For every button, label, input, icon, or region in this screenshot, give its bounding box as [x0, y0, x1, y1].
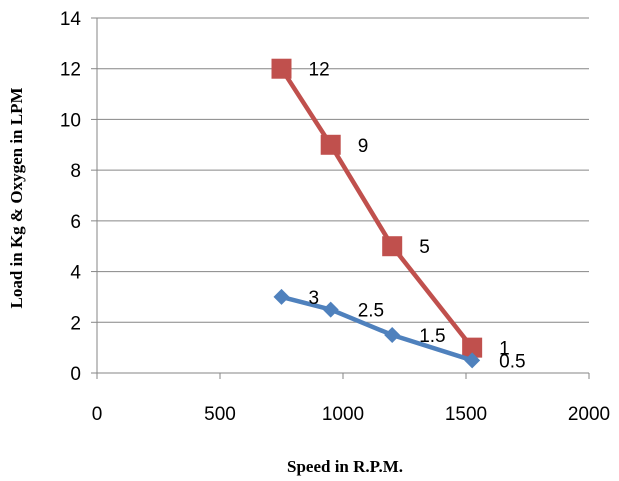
series-1-point	[322, 301, 339, 318]
x-axis-title: Speed in R.P.M.	[287, 457, 403, 476]
data-label: 1	[499, 339, 510, 360]
y-axis-title: Load in Kg & Oxygen in LPM	[7, 87, 26, 308]
y-tick-label: 2	[70, 313, 81, 334]
data-label: 12	[309, 60, 330, 81]
series-group	[271, 58, 483, 369]
series-1-point	[273, 288, 290, 305]
series-1-point	[464, 352, 481, 369]
x-tick-label: 2000	[568, 404, 610, 425]
series-0-line	[279, 66, 475, 350]
x-tick-label: 0	[92, 404, 103, 425]
data-label: 2.5	[358, 301, 384, 322]
series-0-point	[462, 337, 483, 358]
y-tick-label: 0	[70, 364, 81, 385]
y-tick-label: 12	[60, 60, 81, 81]
x-tick-label: 1000	[322, 404, 364, 425]
series-0-point	[320, 134, 341, 155]
data-label: 3	[309, 288, 320, 309]
data-label: 1.5	[419, 326, 445, 347]
series-1-line	[279, 294, 475, 363]
series-0-point	[382, 236, 403, 257]
series-0-point	[271, 58, 292, 79]
x-tick-label: 500	[204, 404, 236, 425]
axes: 0 2 4 6 8 10 12 14 0 500 1000 1500 2000	[60, 9, 610, 425]
y-tick-label: 14	[60, 9, 82, 30]
data-label: 9	[358, 136, 369, 157]
data-label: 5	[419, 237, 430, 258]
gridlines	[97, 17, 589, 323]
data-label: 0.5	[499, 351, 525, 372]
series-1-point	[384, 326, 401, 343]
y-tick-label: 8	[70, 161, 81, 182]
y-tick-label: 10	[60, 110, 81, 131]
x-tick-label: 1500	[445, 404, 487, 425]
y-tick-label: 4	[70, 263, 81, 284]
y-tick-label: 6	[70, 212, 81, 233]
data-labels: 12 9 5 1 3 2.5 1.5 0.5	[309, 60, 526, 373]
